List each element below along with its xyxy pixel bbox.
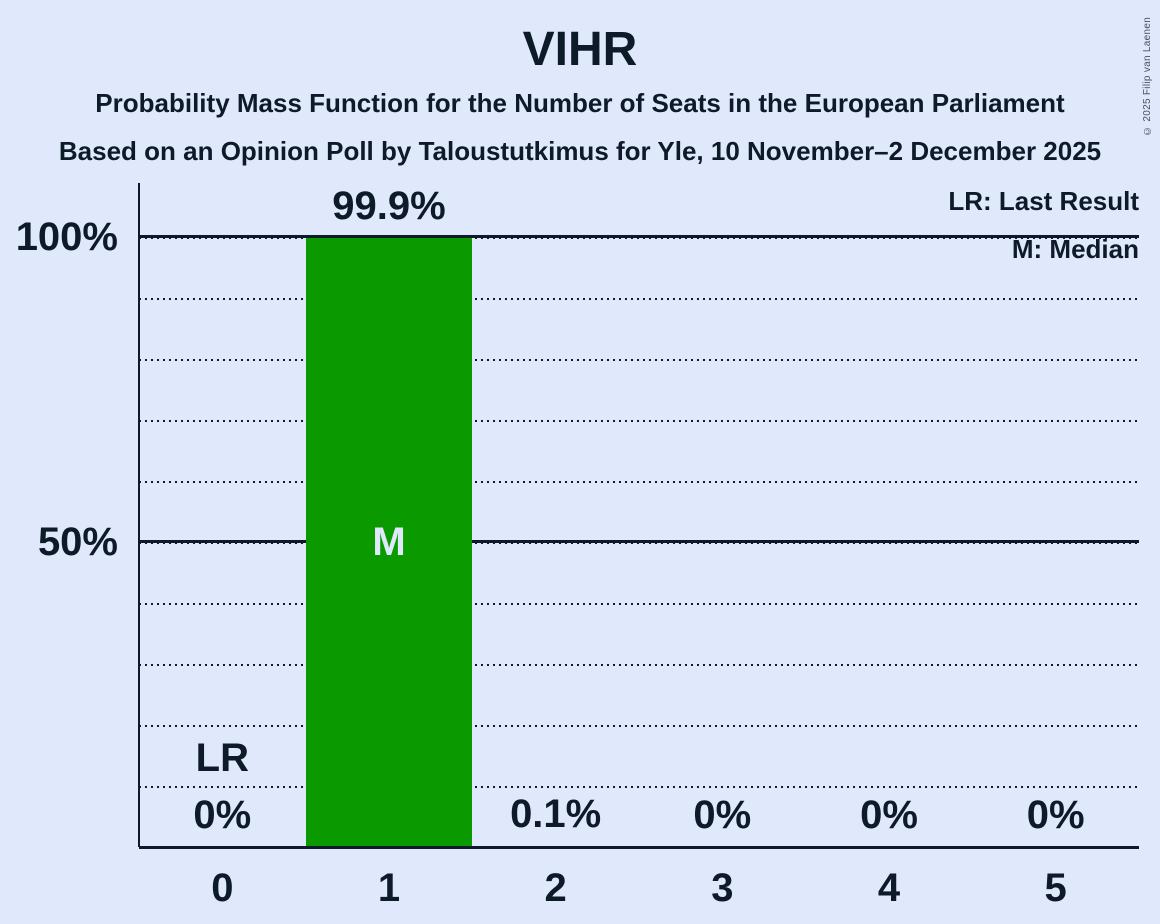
gridline-dotted-80 [139, 359, 1139, 361]
gridline-solid-100 [139, 235, 1139, 238]
y-axis-label-50: 50% [37, 520, 118, 564]
y-axis-label-100: 100% [15, 215, 118, 259]
y-axis-line [137, 183, 140, 847]
value-label-seat-0: 0% [193, 793, 252, 837]
value-label-seat-5: 0% [1026, 793, 1085, 837]
x-tick-label-1: 1 [377, 866, 401, 910]
x-tick-label-2: 2 [544, 866, 567, 910]
gridline-dotted-10 [139, 786, 1139, 788]
chart-title: VIHR [522, 23, 638, 76]
annotation-last-result-label: LR [195, 736, 249, 780]
copyright-note: © 2025 Filip van Laenen [1142, 16, 1153, 136]
gridline-dotted-90 [139, 298, 1139, 300]
gridline-dotted-40 [139, 603, 1139, 605]
gridline-dotted-70 [139, 420, 1139, 422]
x-tick-label-5: 5 [1044, 866, 1067, 910]
legend-last-result: LR: Last Result [948, 186, 1139, 216]
gridline-solid-50 [139, 540, 1139, 543]
bar-seat-1 [305, 237, 473, 847]
x-tick-label-0: 0 [211, 866, 234, 910]
gridline-dotted-50 [139, 542, 1139, 544]
gridline-dotted-100 [139, 237, 1139, 239]
value-label-seat-4: 0% [860, 793, 918, 837]
gridline-dotted-60 [139, 481, 1139, 483]
value-label-seat-1: 99.9% [332, 183, 446, 228]
annotation-median-label: M [372, 520, 406, 565]
gridline-dotted-20 [139, 725, 1139, 727]
x-axis-line [139, 845, 1139, 849]
chart-subtitle-line1: Probability Mass Function for the Number… [95, 88, 1065, 118]
value-label-seat-3: 0% [693, 793, 752, 837]
x-tick-label-3: 3 [711, 866, 734, 910]
gridline-dotted-30 [139, 664, 1139, 666]
x-tick-label-4: 4 [877, 866, 901, 910]
chart-subtitle-line2: Based on an Opinion Poll by Taloustutkim… [58, 136, 1102, 166]
value-label-seat-2: 0.1% [510, 792, 602, 837]
legend-median: M: Median [1011, 234, 1139, 264]
